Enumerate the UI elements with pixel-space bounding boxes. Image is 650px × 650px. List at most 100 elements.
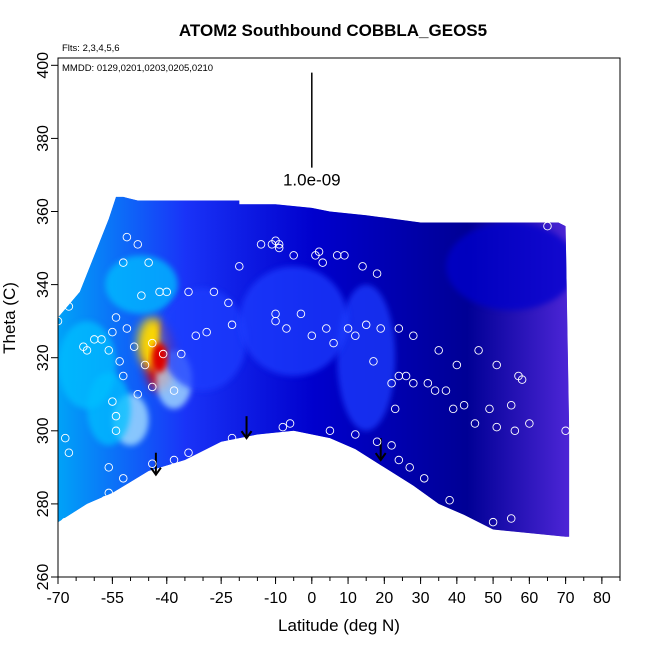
sample-point-33: [358, 262, 367, 271]
field-hotspot-5: [58, 321, 117, 409]
sample-point-48: [409, 331, 418, 341]
x-tick-label-4: -10: [264, 590, 287, 607]
sample-point-20: [227, 320, 237, 330]
sample-point-110: [543, 221, 552, 231]
sample-point-97: [492, 360, 501, 370]
sample-point-105: [485, 404, 494, 414]
sample-point-111: [561, 426, 570, 436]
sample-point-7: [115, 357, 124, 366]
sample-point-85: [61, 517, 70, 527]
sample-point-73: [278, 422, 288, 432]
x-tick-label-8: 30: [412, 590, 430, 607]
flights-note: Flts: 2,3,4,5,6: [62, 43, 120, 54]
sample-point-102: [448, 404, 458, 414]
sample-point-46: [369, 357, 378, 366]
sample-point-78: [387, 441, 396, 450]
sample-point-108: [510, 426, 520, 436]
x-tick-label-2: -40: [155, 590, 178, 607]
sample-point-16: [144, 258, 153, 267]
sample-point-104: [470, 419, 480, 428]
sample-point-27: [289, 251, 298, 260]
sample-point-63: [148, 382, 157, 392]
sample-point-9: [122, 324, 132, 333]
field-hotspot-10: [445, 222, 570, 311]
sample-point-40: [322, 324, 331, 333]
sample-point-106: [492, 422, 501, 432]
sample-point-91: [409, 379, 418, 388]
sample-point-72: [227, 433, 237, 443]
sample-point-100: [434, 346, 443, 355]
plot-frame: [57, 57, 621, 578]
y-tick-label-6: 380: [35, 125, 52, 152]
sample-point-58: [202, 327, 211, 337]
sample-point-41: [329, 338, 338, 348]
x-tick-label-13: 80: [593, 590, 611, 607]
sample-point-34: [372, 269, 382, 278]
y-tick-label-3: 320: [35, 344, 52, 371]
concentration-field: [58, 196, 570, 537]
sample-point-47: [394, 324, 404, 333]
y-tick-label-0: 260: [35, 564, 52, 591]
sample-point-62: [133, 390, 143, 399]
sample-point-65: [61, 433, 70, 443]
sample-point-18: [209, 287, 219, 297]
sample-point-90: [401, 371, 411, 381]
sample-point-53: [148, 338, 157, 348]
sample-point-52: [129, 342, 139, 351]
sample-point-25: [274, 240, 284, 249]
x-tick-label-7: 20: [375, 590, 393, 607]
sample-point-42: [343, 324, 353, 333]
scale-bar-label: 1.0e-09: [283, 171, 341, 190]
x-axis-ticks: -70 -55 -40 -25 -10 0 10 20 30 40 50 60 70 80: [46, 577, 621, 607]
sample-point-37: [282, 324, 291, 333]
sample-point-83: [488, 517, 498, 527]
sample-point-64: [169, 386, 179, 395]
y-tick-label-2: 300: [35, 417, 52, 444]
sample-point-54: [140, 360, 150, 370]
sample-point-8: [119, 371, 128, 381]
sample-point-84: [506, 514, 516, 523]
chart-title: ATOM2 Southbound COBBLA_GEOS5: [179, 21, 487, 40]
sample-point-21: [235, 262, 244, 271]
field-hotspot-6: [105, 255, 178, 314]
sample-point-45: [376, 324, 385, 333]
sample-point-88: [387, 379, 396, 388]
x-tick-label-9: 40: [448, 590, 466, 607]
sample-point-51: [111, 313, 121, 322]
sample-point-15: [162, 287, 172, 297]
x-tick-label-3: -25: [210, 590, 233, 607]
y-tick-label-4: 340: [35, 271, 52, 298]
sample-point-4: [82, 346, 92, 355]
sample-point-11: [122, 232, 132, 242]
sample-point-66: [64, 448, 74, 457]
scale-bar: 1.0e-09: [283, 72, 341, 190]
sample-point-55: [158, 349, 168, 359]
sample-point-38: [296, 309, 306, 319]
sample-point-61: [111, 426, 121, 436]
sample-point-69: [148, 459, 157, 468]
x-tick-label-12: 70: [557, 590, 575, 607]
field-hotspot-9: [239, 266, 349, 376]
sample-point-6: [108, 327, 117, 337]
sample-point-94: [441, 386, 451, 395]
sample-point-109: [525, 419, 534, 428]
sample-point-13: [137, 291, 146, 300]
x-tick-label-11: 60: [520, 590, 538, 607]
sample-point-56: [177, 349, 186, 359]
x-tick-label-5: 0: [307, 590, 316, 607]
sample-point-39: [307, 331, 317, 341]
sample-point-79: [394, 455, 404, 465]
sample-point-76: [351, 430, 360, 439]
x-tick-label-10: 50: [484, 590, 502, 607]
sample-point-92: [423, 379, 433, 388]
y-tick-label-5: 360: [35, 198, 52, 225]
field-hotspot-7: [159, 288, 247, 391]
sample-point-60: [111, 411, 121, 421]
sample-point-10: [119, 258, 128, 267]
sample-point-59: [108, 397, 117, 406]
sample-point-101: [390, 404, 400, 414]
sample-point-81: [419, 474, 429, 483]
sample-point-67: [104, 463, 114, 472]
sample-point-95: [452, 360, 462, 370]
sample-point-49: [104, 346, 114, 355]
